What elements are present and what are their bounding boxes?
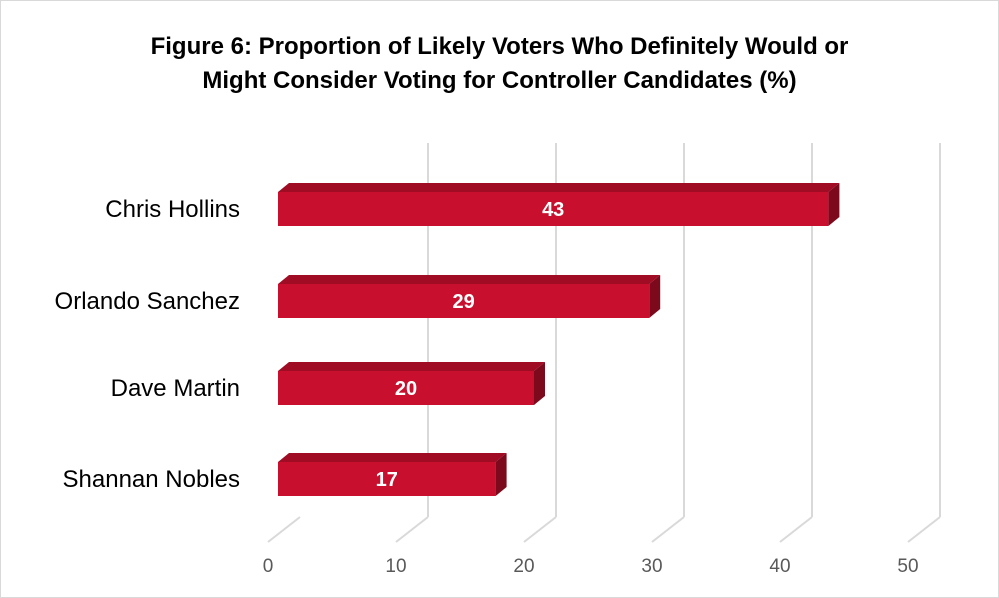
- bar-side-face: [649, 275, 661, 318]
- bar-side-face: [534, 362, 545, 405]
- x-tick-label: 50: [897, 556, 918, 577]
- x-tick-label: 30: [641, 556, 662, 577]
- category-label: Dave Martin: [111, 375, 240, 402]
- bar-top-face: [278, 275, 661, 284]
- bar: [278, 192, 829, 226]
- bar-top-face: [278, 183, 840, 192]
- gridline-floor: [523, 516, 557, 543]
- bar: [278, 462, 496, 496]
- data-label: 43: [542, 199, 564, 221]
- category-label: Shannan Nobles: [63, 466, 240, 493]
- x-tick-label: 10: [385, 556, 406, 577]
- bar-top-face: [278, 453, 507, 462]
- bar-side-face: [495, 453, 507, 496]
- gridline-floor: [907, 516, 941, 543]
- x-tick-label: 0: [263, 556, 274, 577]
- chart-title-line-1: Figure 6: Proportion of Likely Voters Wh…: [150, 33, 849, 60]
- gridline-floor: [651, 516, 685, 543]
- x-tick-label: 20: [513, 556, 534, 577]
- bar: [278, 284, 650, 318]
- bar: [278, 371, 534, 405]
- chart-title-line-2: Might Consider Voting for Controller Can…: [202, 67, 797, 94]
- data-label: 20: [395, 378, 417, 400]
- gridline-floor: [395, 516, 429, 543]
- gridline-floor: [267, 516, 301, 543]
- category-label: Chris Hollins: [105, 196, 240, 223]
- chart-title: Figure 6: Proportion of Likely Voters Wh…: [0, 30, 999, 98]
- bar-side-face: [828, 183, 840, 226]
- bar-top-face: [278, 362, 545, 371]
- gridline-floor: [779, 516, 813, 543]
- x-tick-label: 40: [769, 556, 790, 577]
- category-label: Orlando Sanchez: [55, 288, 240, 315]
- data-label: 17: [376, 469, 398, 491]
- data-label: 29: [452, 291, 474, 313]
